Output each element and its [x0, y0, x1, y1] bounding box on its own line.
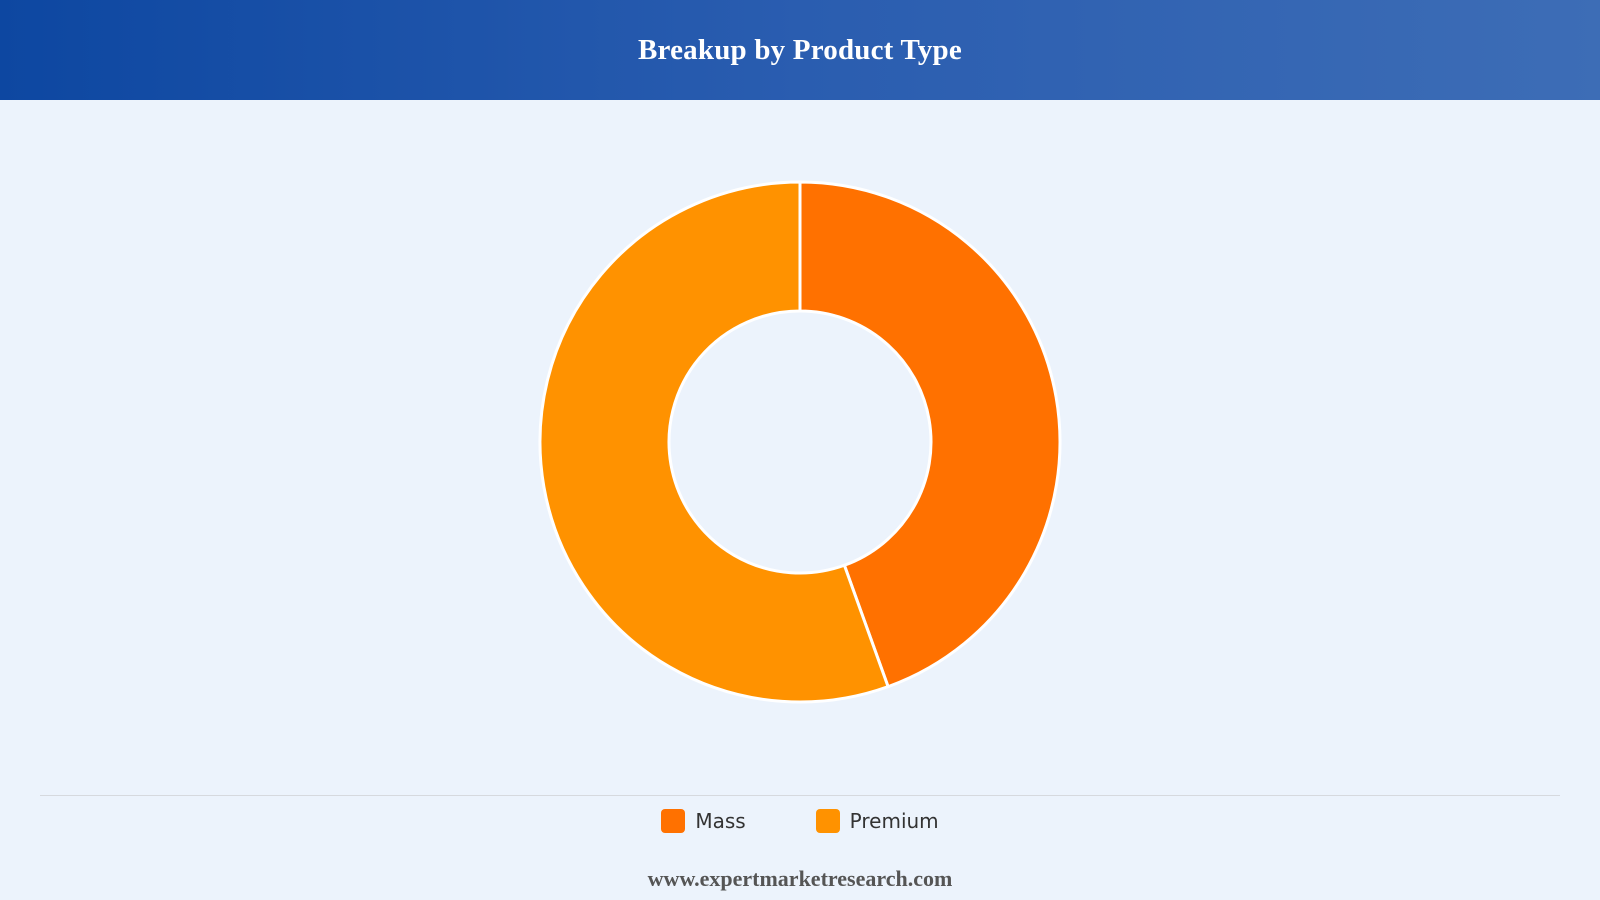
- legend-swatch-mass: [661, 809, 686, 833]
- legend-divider: [40, 795, 1560, 796]
- chart-legend: Mass Premium: [0, 806, 1600, 836]
- legend-swatch-premium: [815, 809, 840, 833]
- donut-slice-premium[interactable]: [538, 180, 890, 704]
- donut-slice-mass[interactable]: [798, 180, 1062, 689]
- source-url: www.expertmarketresearch.com: [647, 866, 953, 891]
- legend-label-mass: Mass: [695, 809, 746, 833]
- donut-chart: [538, 180, 1062, 704]
- header-banner: Breakup by Product Type: [0, 0, 1600, 100]
- legend-label-premium: Premium: [849, 809, 939, 833]
- chart-title: Breakup by Product Type: [638, 33, 962, 66]
- legend-item-mass[interactable]: Mass: [661, 809, 746, 833]
- legend-item-premium[interactable]: Premium: [815, 809, 939, 833]
